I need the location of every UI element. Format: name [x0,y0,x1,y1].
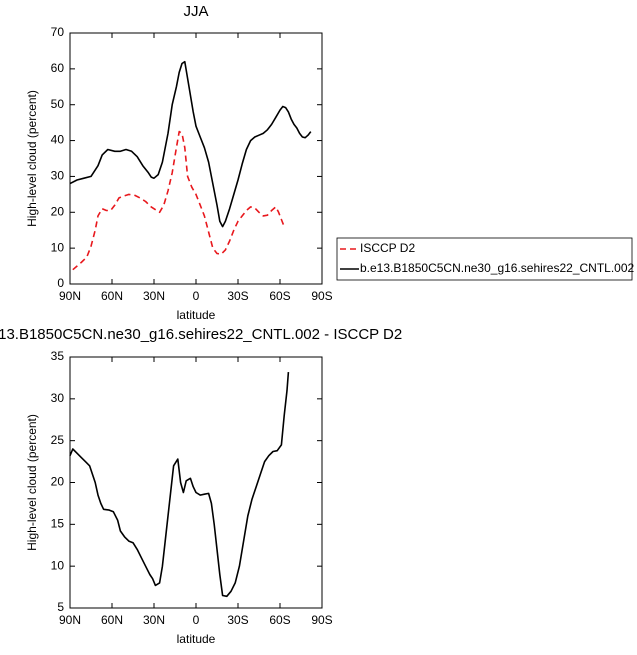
x-tick-label: 60S [269,613,290,627]
y-axis-label: High-level cloud (percent) [25,414,39,551]
x-tick-label: 30N [143,289,165,303]
x-tick-label: 30N [143,613,165,627]
y-tick-label: 70 [51,25,65,39]
x-tick-label: 60N [101,289,123,303]
chart-title: JJA [183,3,208,20]
x-tick-label: 60N [101,613,123,627]
x-axis-label: latitude [177,632,216,646]
x-tick-label: 0 [193,289,200,303]
y-tick-label: 40 [51,133,65,147]
series-line [69,60,312,228]
y-tick-label: 50 [51,97,65,111]
y-tick-label: 60 [51,61,65,75]
x-axis-label: latitude [177,308,216,322]
y-tick-label: 30 [51,169,65,183]
plot-frame [69,356,323,609]
y-tick-label: 25 [51,433,65,447]
y-tick-label: 10 [51,240,65,254]
y-tick-label: 0 [57,276,64,290]
legend-label: ISCCP D2 [360,241,415,255]
y-tick-label: 35 [51,349,65,363]
x-tick-label: 90N [59,289,81,303]
y-tick-label: 10 [51,558,65,572]
x-tick-label: 90S [311,289,332,303]
x-tick-label: 30S [227,613,248,627]
legend-box [336,237,633,281]
series-line [72,130,285,271]
plot-frame [69,32,323,285]
x-tick-label: 30S [227,289,248,303]
chart-title: e13.B1850C5CN.ne30_g16.sehires22_CNTL.00… [0,326,402,343]
x-tick-label: 0 [193,613,200,627]
series-line [69,372,290,598]
y-tick-label: 20 [51,475,65,489]
y-tick-label: 20 [51,204,65,218]
x-tick-label: 60S [269,289,290,303]
y-tick-label: 30 [51,391,65,405]
x-tick-label: 90N [59,613,81,627]
x-tick-label: 90S [311,613,332,627]
legend-label: b.e13.B1850C5CN.ne30_g16.sehires22_CNTL.… [360,261,635,275]
y-axis-label: High-level cloud (percent) [25,90,39,227]
y-tick-label: 5 [57,600,64,614]
y-tick-label: 15 [51,517,65,531]
